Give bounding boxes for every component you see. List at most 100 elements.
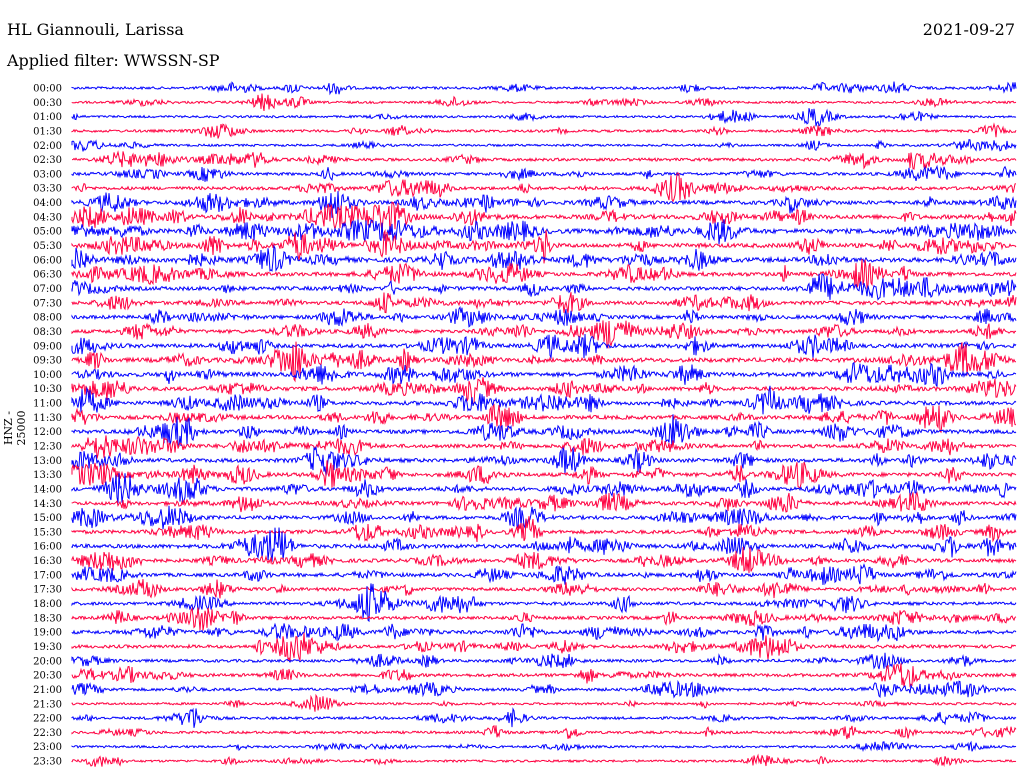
station-title: HL Giannouli, Larissa [7, 20, 184, 39]
hour-tick-label: 14:30 [33, 499, 62, 510]
trace-line [71, 445, 1017, 477]
hour-tick-label: 04:00 [33, 198, 62, 209]
trace-line [71, 505, 1017, 530]
trace-line [71, 164, 1017, 182]
hour-tick-label: 20:30 [33, 671, 62, 682]
hour-tick-label: 04:30 [33, 212, 62, 223]
trace-line [71, 579, 1017, 599]
trace-line [71, 753, 1017, 767]
hour-tick-label: 18:00 [33, 599, 62, 610]
trace-line [71, 258, 1017, 290]
trace-line [71, 632, 1016, 662]
hour-tick-label: 21:30 [33, 699, 62, 710]
hour-tick-label: 22:00 [33, 714, 62, 725]
trace-line [71, 305, 1017, 328]
hour-tick-label: 17:30 [33, 585, 62, 596]
hour-tick-label: 12:30 [33, 442, 62, 453]
trace-line [71, 93, 1017, 111]
trace-line [71, 622, 1017, 643]
hour-tick-label: 12:00 [33, 427, 62, 438]
trace-line [71, 693, 1017, 712]
hour-tick-label: 00:00 [33, 84, 62, 95]
hour-tick-label: 11:00 [33, 399, 62, 410]
trace-line [71, 244, 1017, 273]
trace-line [71, 652, 1017, 670]
hour-tick-label: 13:30 [33, 470, 62, 481]
trace-line [71, 201, 1017, 235]
trace-line [71, 563, 1017, 586]
trace-line [71, 320, 1017, 349]
trace-line [71, 491, 1017, 513]
trace-line [71, 707, 1017, 728]
hour-tick-label: 19:00 [33, 628, 62, 639]
trace-line [71, 385, 1017, 415]
hour-tick-label: 02:30 [33, 155, 62, 166]
trace-line [71, 341, 1016, 383]
trace-line [71, 138, 1017, 152]
trace-line [71, 414, 1017, 449]
hour-tick-label: 06:30 [33, 270, 62, 281]
trace-line [71, 473, 1017, 504]
trace-line [71, 81, 1017, 96]
hour-tick-label: 07:30 [33, 298, 62, 309]
hour-tick-label: 18:30 [33, 613, 62, 624]
trace-line [71, 583, 1017, 623]
hour-tick-label: 20:00 [33, 656, 62, 667]
trace-line [71, 229, 1017, 264]
hour-tick-label: 02:00 [33, 141, 62, 152]
trace-line [71, 219, 1017, 245]
trace-line [71, 606, 1017, 631]
trace-line [71, 740, 1017, 752]
hour-tick-label: 11:30 [33, 413, 62, 424]
hour-tick-label: 01:00 [33, 112, 62, 123]
trace-line [71, 292, 1017, 314]
hour-tick-label: 09:00 [33, 341, 62, 352]
hour-tick-label: 05:30 [33, 241, 62, 252]
trace-line [71, 516, 1017, 543]
trace-line [71, 547, 1017, 574]
hour-tick-label: 07:00 [33, 284, 62, 295]
hour-tick-label: 17:00 [33, 570, 62, 581]
hour-tick-label: 03:30 [33, 184, 62, 195]
hour-tick-label: 08:30 [33, 327, 62, 338]
hour-tick-label: 05:00 [33, 227, 62, 238]
hour-tick-label: 16:00 [33, 542, 62, 553]
date-label: 2021-09-27 [922, 20, 1015, 39]
filter-label: Applied filter: WWSSN-SP [7, 51, 220, 70]
trace-line [71, 191, 1017, 218]
trace-line [71, 122, 1017, 139]
trace-line [71, 435, 1017, 459]
trace-line [71, 679, 1017, 699]
hour-tick-label: 14:00 [33, 484, 62, 495]
trace-line [71, 725, 1017, 740]
trace-line [71, 527, 1017, 562]
trace-line [72, 150, 1017, 170]
trace-line [71, 460, 1017, 489]
hour-tick-label: 10:00 [33, 370, 62, 381]
trace-line [71, 273, 1017, 301]
hour-tick-label: 08:00 [33, 313, 62, 324]
hour-tick-label: 19:30 [33, 642, 62, 653]
hour-tick-label: 10:30 [33, 384, 62, 395]
hour-tick-label: 01:30 [33, 126, 62, 137]
trace-line [71, 361, 1017, 388]
hour-tick-label: 16:30 [33, 556, 62, 567]
hour-tick-label: 23:00 [33, 742, 62, 753]
trace-line [71, 108, 1017, 127]
trace-line [71, 377, 1017, 405]
trace-line [71, 333, 1017, 360]
hour-tick-label: 21:00 [33, 685, 62, 696]
hour-tick-label: 06:00 [33, 255, 62, 266]
trace-line [71, 403, 1017, 434]
hour-tick-label: 09:30 [33, 356, 62, 367]
hour-tick-label: 13:00 [33, 456, 62, 467]
hour-tick-label: 03:00 [33, 169, 62, 180]
hour-tick-label: 15:00 [33, 513, 62, 524]
hour-tick-label: 00:30 [33, 98, 62, 109]
hour-tick-label: 15:30 [33, 527, 62, 538]
trace-line [71, 172, 1017, 203]
hour-tick-label: 22:30 [33, 728, 62, 739]
hour-tick-label: 23:30 [33, 757, 62, 768]
trace-line [71, 663, 1017, 688]
